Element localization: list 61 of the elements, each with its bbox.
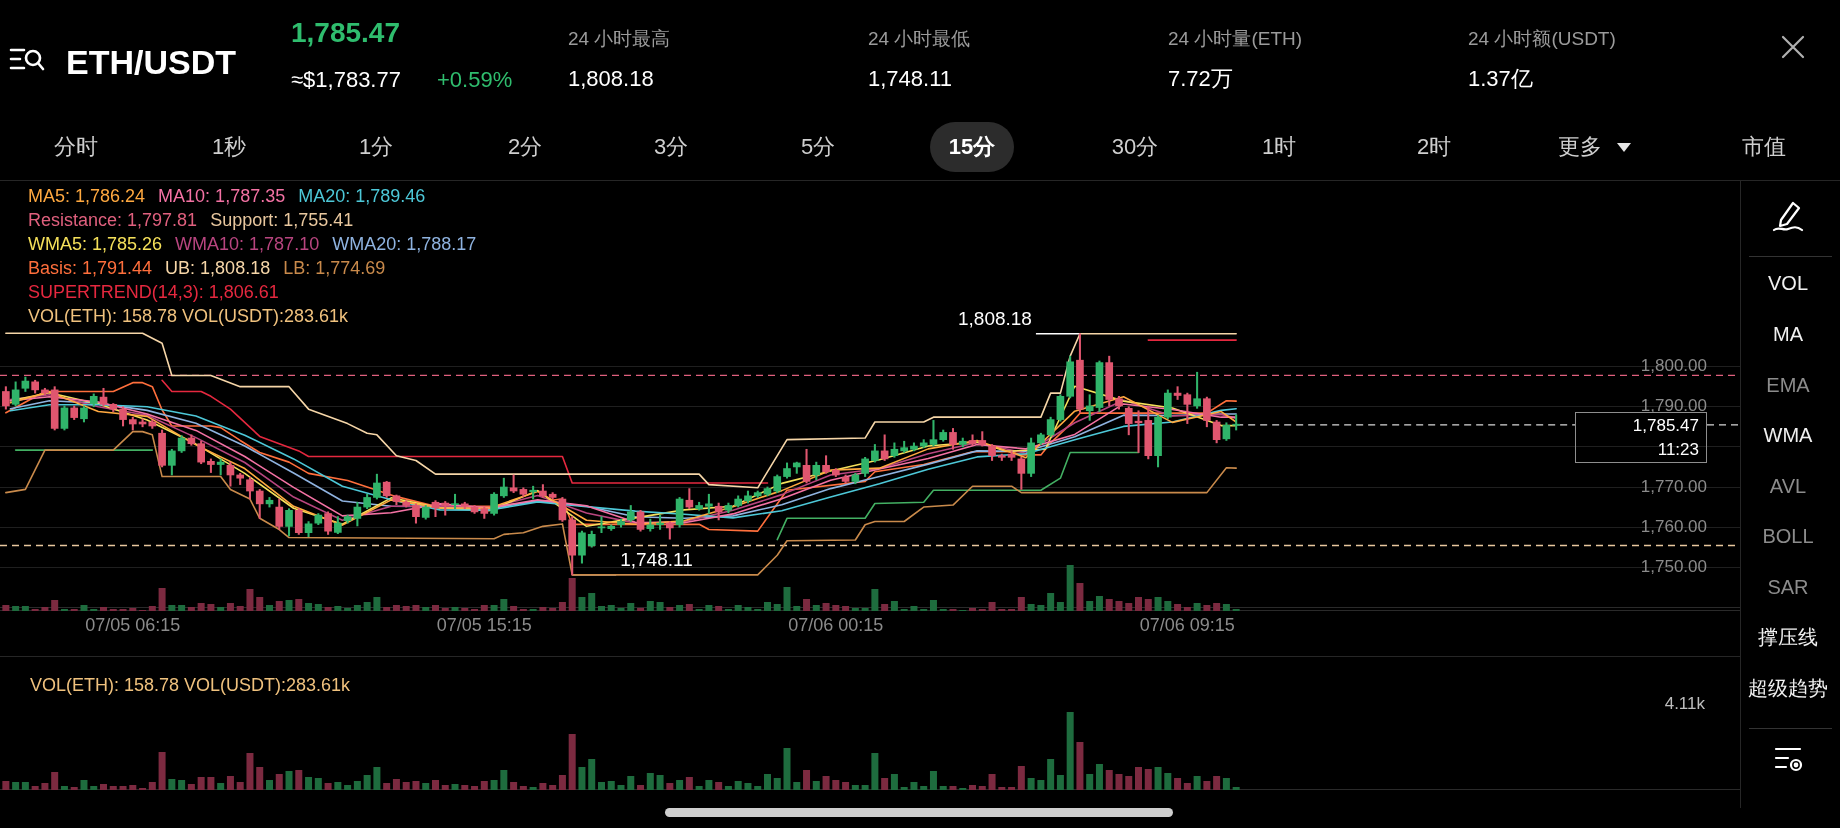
- text: 1,748.11: [868, 66, 953, 92]
- text: WMA5: 1,785.26: [28, 234, 163, 254]
- x-tick-label: 07/05 15:15: [436, 615, 532, 636]
- text: 24 小时最高: [568, 27, 671, 51]
- text: UB: 1,808.18: [165, 258, 271, 278]
- text: Basis: 1,791.44: [28, 258, 153, 278]
- y-tick-label: 1,770.00: [1640, 476, 1707, 496]
- x-tick-label: 07/06 09:15: [1139, 615, 1235, 636]
- text: 1.37亿: [1468, 65, 1533, 93]
- text: AVL: [1769, 474, 1807, 498]
- text: MA: [1773, 322, 1803, 346]
- text: MA5: 1,786.24: [28, 186, 146, 206]
- text: 1秒: [211, 133, 247, 161]
- y-tick-label: 1,800.00: [1640, 356, 1707, 376]
- annotation: 1,748.11: [620, 549, 693, 571]
- text: WMA20: 1,788.17: [332, 234, 477, 254]
- text: 更多: [1558, 133, 1602, 161]
- text: BOLL: [1762, 524, 1814, 548]
- text: 30分: [1111, 133, 1159, 161]
- text: 24 小时量(ETH): [1168, 27, 1303, 51]
- text: VOL: [1767, 271, 1809, 295]
- annotation: 11:23: [1657, 439, 1699, 459]
- tab-highlight: 15分: [930, 122, 1014, 172]
- ref-line-label: Resistance: 1,797.81: [28, 210, 198, 230]
- text: MA20: 1,789.46: [298, 186, 426, 206]
- text: 市值: [1742, 133, 1786, 161]
- text: 1,808.18: [568, 66, 654, 92]
- text: 2分: [507, 133, 543, 161]
- text: 5分: [800, 133, 836, 161]
- annotation: 4.11k: [1664, 694, 1705, 714]
- text: WMA: [1763, 423, 1813, 447]
- text: 2时: [1416, 133, 1452, 161]
- ref-line-label: Support: 1,755.41: [210, 210, 354, 230]
- x-tick-label: 07/05 06:15: [85, 615, 181, 636]
- text: 撑压线: [1758, 624, 1818, 650]
- annotation: VOL(ETH): 158.78 VOL(USDT):283.61k: [28, 306, 349, 326]
- text: SAR: [1767, 575, 1809, 599]
- text: ≈$1,783.77: [291, 67, 401, 93]
- text: 1时: [1261, 133, 1297, 161]
- text: 7.72万: [1168, 65, 1233, 93]
- text: 超级趋势: [1748, 675, 1828, 701]
- text: 3分: [653, 133, 689, 161]
- text: SUPERTREND(14,3): 1,806.61: [28, 282, 279, 302]
- annotation: 1,808.18: [957, 308, 1032, 330]
- text: 24 小时最低: [868, 27, 971, 51]
- text: MA10: 1,787.35: [158, 186, 286, 206]
- text: ETH/USDT: [66, 42, 236, 82]
- text: +0.59%: [437, 67, 513, 93]
- x-tick-label: 07/06 00:15: [788, 615, 884, 636]
- text: 1,785.47: [291, 17, 400, 49]
- text: EMA: [1766, 373, 1810, 397]
- text: 分时: [54, 133, 98, 161]
- text: 1分: [358, 133, 394, 161]
- text: VOL(ETH): 158.78 VOL(USDT):283.61k: [30, 674, 351, 696]
- text: 24 小时额(USDT): [1468, 27, 1616, 51]
- y-tick-label: 1,790.00: [1640, 396, 1707, 416]
- y-tick-label: 1,750.00: [1640, 556, 1707, 576]
- text: LB: 1,774.69: [283, 258, 386, 278]
- text: WMA10: 1,787.10: [175, 234, 320, 254]
- y-tick-label: 1,760.00: [1640, 516, 1707, 536]
- ref-line-label: 1,785.47: [1632, 415, 1699, 435]
